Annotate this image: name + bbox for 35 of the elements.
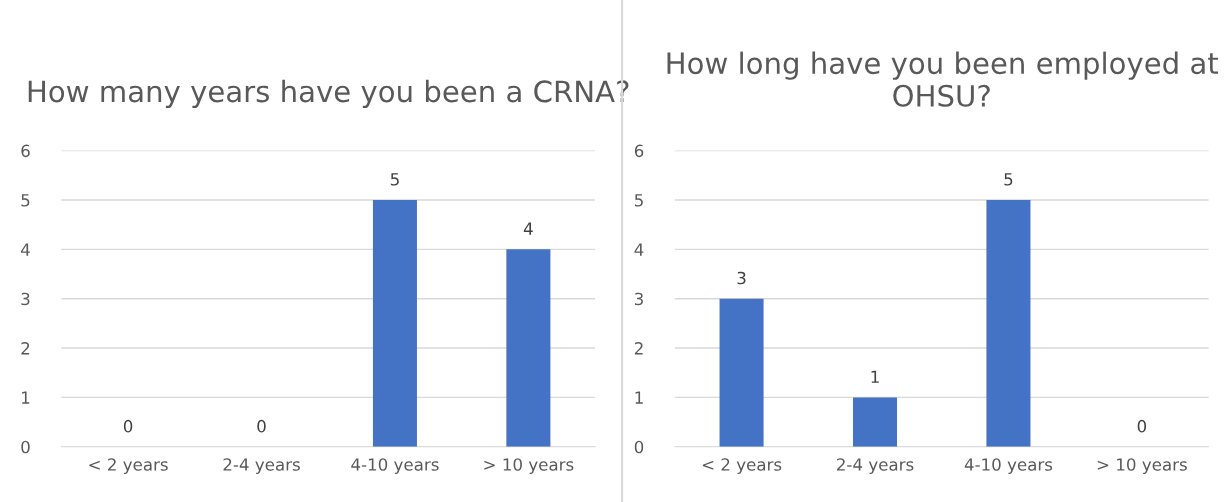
y-tick-label: 6 bbox=[634, 144, 644, 158]
y-tick-label: 0 bbox=[21, 440, 30, 454]
y-tick-label: 3 bbox=[634, 292, 643, 306]
bar bbox=[719, 298, 764, 447]
x-tick-label: < 2 years bbox=[702, 458, 782, 475]
bar bbox=[852, 397, 898, 447]
x-tick-label: 4-10 years bbox=[964, 458, 1053, 475]
x-tick-label: 2-4 years bbox=[223, 458, 300, 475]
y-tick-label: 5 bbox=[21, 194, 30, 207]
data-label: 0 bbox=[123, 419, 133, 433]
chart-title: How long have you been employed at OHSU? bbox=[667, 51, 1219, 107]
y-tick-label: 4 bbox=[634, 243, 644, 256]
x-tick-label: > 10 years bbox=[484, 458, 574, 475]
data-label: 5 bbox=[1004, 173, 1013, 186]
data-label: 1 bbox=[871, 370, 879, 383]
chart-title: How many years have you been a CRNA? bbox=[28, 79, 629, 109]
data-label: 4 bbox=[523, 222, 533, 235]
y-tick-label: 1 bbox=[22, 391, 30, 404]
x-tick-label: < 2 years bbox=[89, 458, 168, 475]
x-tick-label: 4-10 years bbox=[351, 458, 439, 475]
y-tick-label: 3 bbox=[21, 292, 30, 306]
bar bbox=[986, 199, 1031, 447]
y-tick-label: 6 bbox=[21, 144, 30, 158]
data-label: 0 bbox=[1137, 419, 1147, 433]
y-tick-label: 5 bbox=[634, 194, 643, 207]
data-label: 3 bbox=[737, 271, 746, 285]
data-label: 5 bbox=[390, 173, 399, 186]
data-label: 0 bbox=[257, 419, 266, 433]
y-tick-label: 0 bbox=[634, 440, 644, 454]
y-tick-label: 2 bbox=[21, 342, 30, 355]
x-tick-label: > 10 years bbox=[1097, 458, 1187, 475]
x-tick-label: 2-4 years bbox=[837, 458, 914, 475]
y-tick-label: 4 bbox=[21, 243, 30, 256]
y-tick-label: 1 bbox=[635, 391, 643, 404]
y-tick-label: 2 bbox=[634, 342, 643, 355]
